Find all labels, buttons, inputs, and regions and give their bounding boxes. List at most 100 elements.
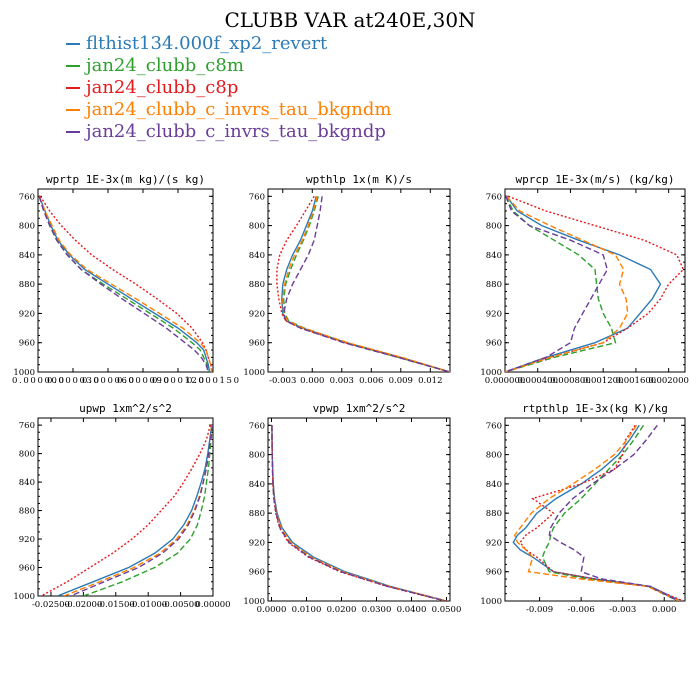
series-line: [282, 196, 450, 372]
chart-panel: wprcp 1E-3x(m/s) (kg/kg) 760 800 840 880 920 9…: [480, 173, 689, 386]
y-tick-label: 800: [249, 451, 265, 461]
plot-frame: [267, 188, 451, 373]
y-tick-label: 760: [486, 192, 502, 202]
chart-panel: rtpthlp 1E-3x(kg K)/kg 760 800 840 880 920 960…: [480, 402, 686, 615]
x-tick-label: -0.01000: [129, 600, 167, 610]
x-tick-label: 0.0300: [362, 605, 392, 615]
y-tick-label: 800: [249, 222, 265, 232]
series-line: [271, 425, 447, 601]
y-tick-label: 920: [249, 538, 265, 548]
panel-title: wpthlp 1x(m K)/s: [306, 173, 412, 186]
series-line: [505, 195, 662, 372]
y-tick-label: 880: [19, 280, 35, 290]
y-tick-label: 880: [486, 509, 502, 519]
y-tick-label: 960: [249, 339, 265, 349]
chart-panel: vpwp 1xm^2/s^2 760 800 840 880 920 960 10000.00…: [243, 402, 461, 615]
x-tick-label: 0.000000: [12, 376, 64, 386]
y-tick-label: 840: [249, 480, 265, 490]
x-tick-label: 0.0100: [292, 605, 322, 615]
legend-swatch: [66, 43, 80, 45]
series-line: [548, 424, 679, 601]
x-tick-label: -0.01500: [97, 600, 135, 610]
x-tick-label: 0.000060: [82, 376, 134, 386]
series-line: [83, 425, 213, 596]
panel-title: wprtp 1E-3x(m kg)/(s kg): [46, 173, 205, 186]
y-tick-label: 1000: [243, 368, 265, 378]
legend-label: jan24_clubb_c_invrs_tau_bkgndm: [86, 99, 392, 120]
series-line: [57, 425, 213, 596]
series-line: [512, 424, 682, 601]
x-tick-label: -0.009: [526, 605, 553, 615]
series-line: [39, 195, 213, 372]
y-tick-label: 1000: [13, 592, 35, 602]
x-tick-label: 0.000150: [187, 376, 239, 386]
legend-swatch: [66, 65, 80, 67]
x-tick-label: 0.012: [418, 376, 442, 386]
panel-title: upwp 1xm^2/s^2: [79, 402, 172, 415]
y-tick-label: 880: [249, 509, 265, 519]
x-tick-label: 0.001600: [616, 376, 657, 386]
y-tick-label: 960: [19, 564, 35, 574]
y-tick-label: 760: [249, 421, 265, 431]
legend-swatch: [66, 87, 80, 89]
series-line: [70, 425, 213, 596]
y-tick-label: 1000: [243, 597, 265, 607]
y-tick-label: 960: [249, 568, 265, 578]
series-line: [271, 425, 447, 601]
y-tick-label: 760: [19, 421, 35, 431]
y-tick-label: 920: [486, 309, 502, 319]
series-line: [38, 196, 211, 372]
series-line: [281, 196, 450, 372]
series-line: [271, 425, 447, 601]
x-tick-label: 0.000: [652, 605, 676, 615]
y-tick-label: 1000: [13, 368, 35, 378]
x-tick-label: 0.002000: [648, 376, 689, 386]
x-tick-label: -0.006: [568, 605, 595, 615]
series-line: [276, 195, 450, 372]
plot-frame: [37, 188, 214, 373]
series-line: [541, 424, 679, 601]
legend: flthist134.000f_xp2_revert jan24_clubb_c8…: [66, 33, 391, 143]
y-tick-label: 760: [19, 192, 35, 202]
y-tick-label: 840: [249, 251, 265, 261]
y-tick-label: 960: [486, 568, 502, 578]
x-tick-label: -0.02000: [64, 600, 102, 610]
series-line: [271, 425, 446, 601]
panel-title: rtpthlp 1E-3x(kg K)/kg: [522, 402, 668, 415]
legend-label: flthist134.000f_xp2_revert: [86, 33, 328, 54]
x-tick-label: 0.000800: [550, 376, 591, 386]
y-tick-label: 800: [19, 222, 35, 232]
y-tick-label: 960: [19, 339, 35, 349]
y-tick-label: 760: [486, 421, 502, 431]
x-tick-label: -0.00500: [162, 600, 200, 610]
y-tick-label: 1000: [480, 368, 502, 378]
series-line: [505, 195, 629, 372]
x-tick-label: 0.000030: [47, 376, 99, 386]
y-tick-label: 920: [249, 309, 265, 319]
panel-title: wprcp 1E-3x(m/s) (kg/kg): [516, 173, 675, 186]
x-tick-label: 0.0500: [432, 605, 462, 615]
series-line: [38, 196, 209, 372]
x-tick-label: 0.0400: [397, 605, 427, 615]
y-tick-label: 880: [19, 507, 35, 517]
x-tick-label: -0.02500: [32, 600, 70, 610]
legend-entry: jan24_clubb_c_invrs_tau_bkgndm: [66, 99, 391, 121]
series-line: [271, 425, 445, 601]
series-line: [513, 424, 680, 601]
page-title: CLUBB VAR at240E,30N: [224, 8, 476, 32]
x-tick-label: 0.000090: [117, 376, 169, 386]
legend-swatch: [66, 131, 80, 133]
series-line: [282, 196, 450, 372]
legend-entry: flthist134.000f_xp2_revert: [66, 33, 391, 55]
x-tick-label: -0.003: [609, 605, 636, 615]
chart-panel: wpthlp 1x(m K)/s 760 800 840 880 920 960 1000 -0…: [243, 173, 451, 386]
y-tick-label: 800: [19, 450, 35, 460]
series-line: [505, 196, 609, 372]
plot-frame: [504, 417, 686, 602]
legend-label: jan24_clubb_c_invrs_tau_bkgndp: [86, 121, 386, 142]
y-tick-label: 1000: [480, 597, 502, 607]
x-tick-label: 0.001200: [583, 376, 624, 386]
series-line: [38, 196, 213, 372]
plot-frame: [37, 417, 214, 597]
x-tick-label: 0.006: [359, 376, 383, 386]
